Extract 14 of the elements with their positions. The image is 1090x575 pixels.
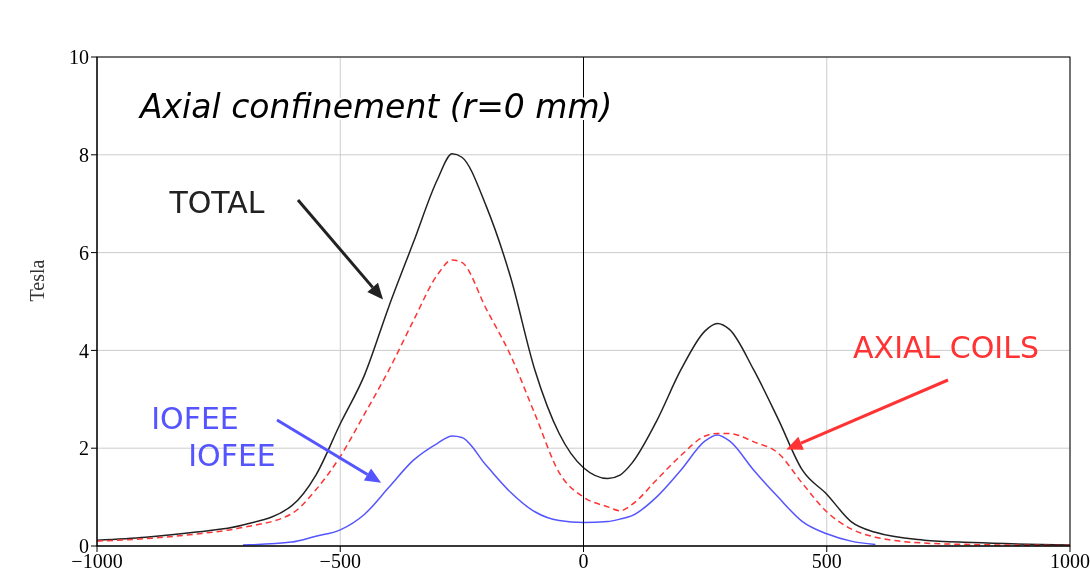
x-tick-label: 0 <box>578 550 589 573</box>
text: AXIAL COILS <box>853 329 1039 365</box>
x-tick-label: −500 <box>319 550 361 573</box>
text: TOTAL <box>168 184 265 220</box>
y-tick-label: 6 <box>79 241 89 264</box>
y-tick-label: 10 <box>69 46 89 69</box>
y-tick-label: 4 <box>79 339 89 362</box>
x-tick-label: 1000 <box>1050 550 1090 573</box>
annotation: IOFEE <box>188 437 276 473</box>
text: IOFEE <box>151 400 239 436</box>
y-tick-label: 8 <box>79 143 89 166</box>
x-tick-label: 500 <box>811 550 842 573</box>
y-axis-title: Tesla <box>26 259 49 302</box>
y-tick-label: 2 <box>79 437 89 460</box>
